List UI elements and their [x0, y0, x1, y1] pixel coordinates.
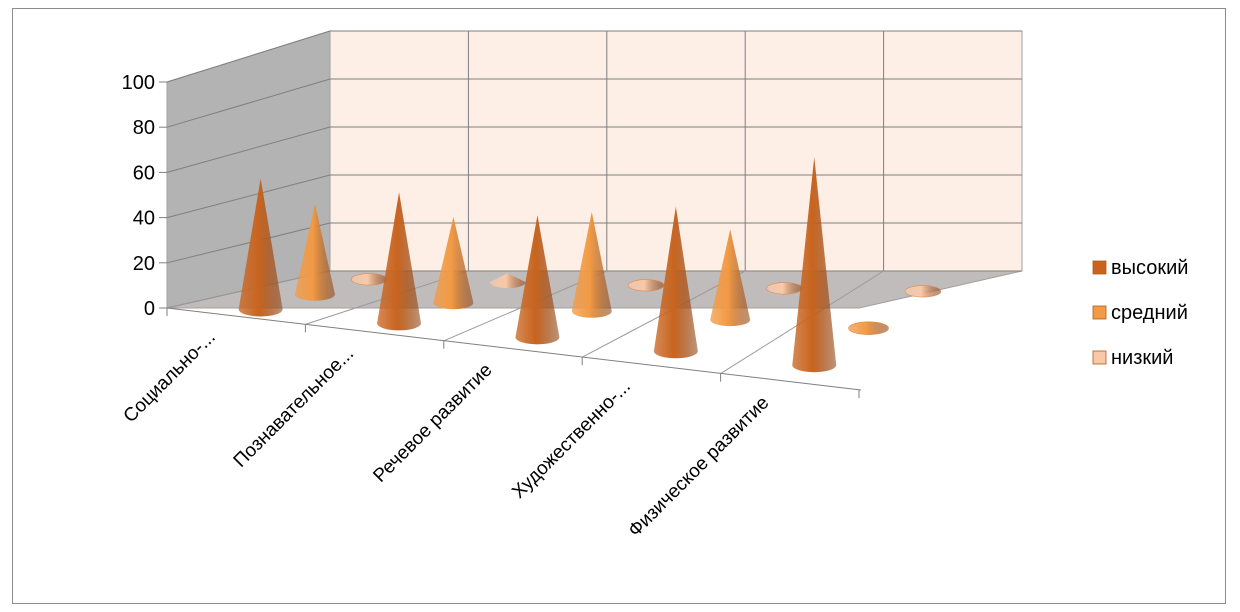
gridline-side — [166, 126, 331, 173]
cone-base — [848, 321, 889, 335]
legend-swatch — [1092, 305, 1107, 320]
cone-средний — [571, 211, 612, 318]
x-axis: Социально-... Познавательное... Речевое ра… — [120, 307, 862, 541]
cone-низкий — [627, 279, 665, 292]
cone-низкий — [766, 282, 803, 295]
cone-body — [571, 211, 612, 318]
legend-swatch — [1092, 260, 1107, 275]
legend-item-средний: средний — [1092, 302, 1188, 324]
cone-body — [489, 273, 526, 289]
legend-label: высокий — [1111, 257, 1188, 279]
cone-высокий — [653, 206, 698, 359]
cone-средний — [848, 321, 889, 335]
y-tick-label: 40 — [133, 208, 155, 230]
gridline-side — [166, 30, 331, 83]
gridline-side — [166, 222, 331, 264]
cone-base — [351, 273, 388, 286]
cone-body — [294, 203, 335, 301]
gridline-side — [166, 174, 331, 219]
plot-area — [238, 157, 942, 373]
cone-высокий — [792, 157, 837, 373]
x-category-label: Социально-... — [120, 327, 220, 427]
legend: высокий средний низкий — [1092, 257, 1188, 369]
x-axis-line — [166, 307, 862, 391]
cone-низкий — [904, 285, 942, 298]
cone-низкий — [489, 273, 526, 289]
x-category-label: Художественно-... — [508, 376, 635, 503]
cone-base — [766, 282, 803, 295]
cone-средний — [433, 216, 474, 310]
y-tick-label: 60 — [133, 162, 155, 184]
legend-item-высокий: высокий — [1092, 257, 1188, 279]
cone-body — [710, 229, 751, 327]
cone-средний — [710, 229, 751, 327]
cone-средний — [294, 203, 335, 301]
gridline-side — [166, 78, 331, 128]
cone-body — [377, 192, 422, 331]
legend-label: низкий — [1111, 347, 1173, 369]
legend-item-низкий: низкий — [1092, 347, 1173, 369]
cone-base — [627, 279, 665, 292]
legend-swatch — [1092, 350, 1107, 365]
cone-body — [653, 206, 698, 359]
y-tick-label: 0 — [144, 298, 155, 320]
cone-chart: 0 20 40 60 80 100 Социально-... Познавательное… — [120, 30, 1188, 541]
cone-body — [433, 216, 474, 310]
x-category-label: Физическое развитие — [624, 392, 773, 541]
x-category-label: Познавательное... — [230, 343, 358, 471]
cone-высокий — [238, 178, 283, 317]
cone-высокий — [515, 215, 560, 345]
cone-высокий — [377, 192, 422, 331]
cone-body — [515, 215, 560, 345]
x-category-label: Речевое развитие — [369, 360, 496, 487]
cone-body — [238, 178, 283, 317]
y-tick-label: 20 — [133, 253, 155, 275]
cone-base — [904, 285, 942, 298]
chart-frame: 0 20 40 60 80 100 Социально-... Познавательное… — [12, 8, 1226, 604]
legend-label: средний — [1111, 302, 1188, 324]
y-tick-label: 100 — [122, 72, 155, 94]
cone-низкий — [351, 273, 388, 286]
y-axis: 0 20 40 60 80 100 — [122, 72, 167, 320]
y-tick-label: 80 — [133, 117, 155, 139]
cone-body — [792, 157, 837, 373]
